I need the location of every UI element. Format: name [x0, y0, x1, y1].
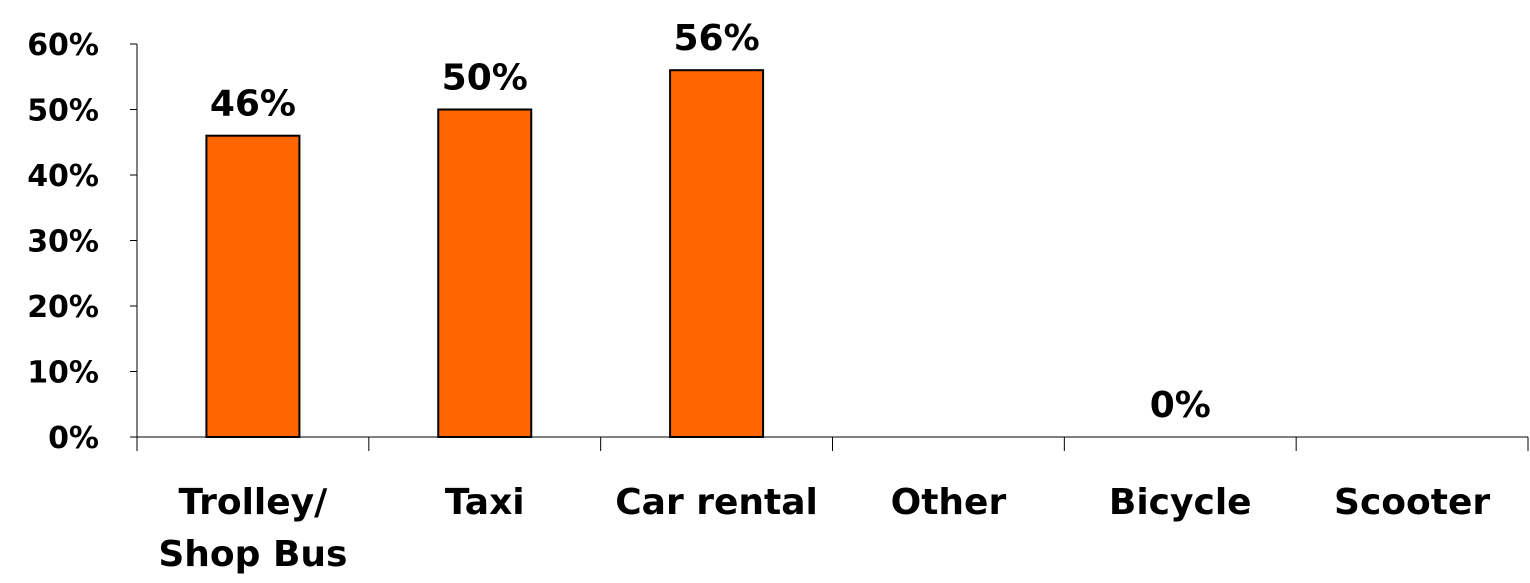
- bar: [669, 69, 765, 438]
- x-tick-label: Bicycle: [1109, 482, 1252, 523]
- x-axis: [136, 436, 1529, 451]
- y-tick-label: 60%: [27, 28, 99, 63]
- x-tick-label-line: Bicycle: [1109, 482, 1252, 523]
- data-label: 0%: [1150, 385, 1211, 426]
- x-tick-label-line: Shop Bus: [158, 534, 347, 575]
- bar: [205, 134, 301, 438]
- x-tick-label: Trolley/Shop Bus: [158, 482, 347, 575]
- y-tick-label: 30%: [27, 225, 99, 260]
- y-tick-label: 50%: [27, 94, 99, 129]
- x-tick-label-line: Taxi: [445, 482, 525, 523]
- data-label: 46%: [210, 84, 296, 125]
- x-tick-label: Other: [891, 482, 1007, 523]
- bars: [205, 69, 765, 438]
- x-tick-label: Scooter: [1334, 482, 1490, 523]
- y-tick-label: 10%: [27, 356, 99, 391]
- category-labels: Trolley/Shop Bus Taxi Car rental Other Bicyc…: [158, 482, 1490, 575]
- x-tick-label: Taxi: [445, 482, 525, 523]
- y-axis: 0% 10% 20% 30% 40% 50% 60%: [27, 28, 138, 456]
- x-tick-label-line: Other: [891, 482, 1007, 523]
- y-tick-label: 0%: [48, 421, 99, 456]
- data-label: 56%: [673, 18, 759, 59]
- bar: [437, 108, 533, 438]
- y-tick-label: 20%: [27, 290, 99, 325]
- y-tick-label: 40%: [27, 159, 99, 194]
- x-tick-label: Car rental: [615, 482, 818, 523]
- data-labels: 46% 50% 56% 0%: [210, 18, 1211, 426]
- x-tick-label-line: Trolley/: [179, 482, 329, 523]
- x-tick-label-line: Scooter: [1334, 482, 1490, 523]
- data-label: 50%: [442, 58, 528, 99]
- x-tick-label-line: Car rental: [615, 482, 818, 523]
